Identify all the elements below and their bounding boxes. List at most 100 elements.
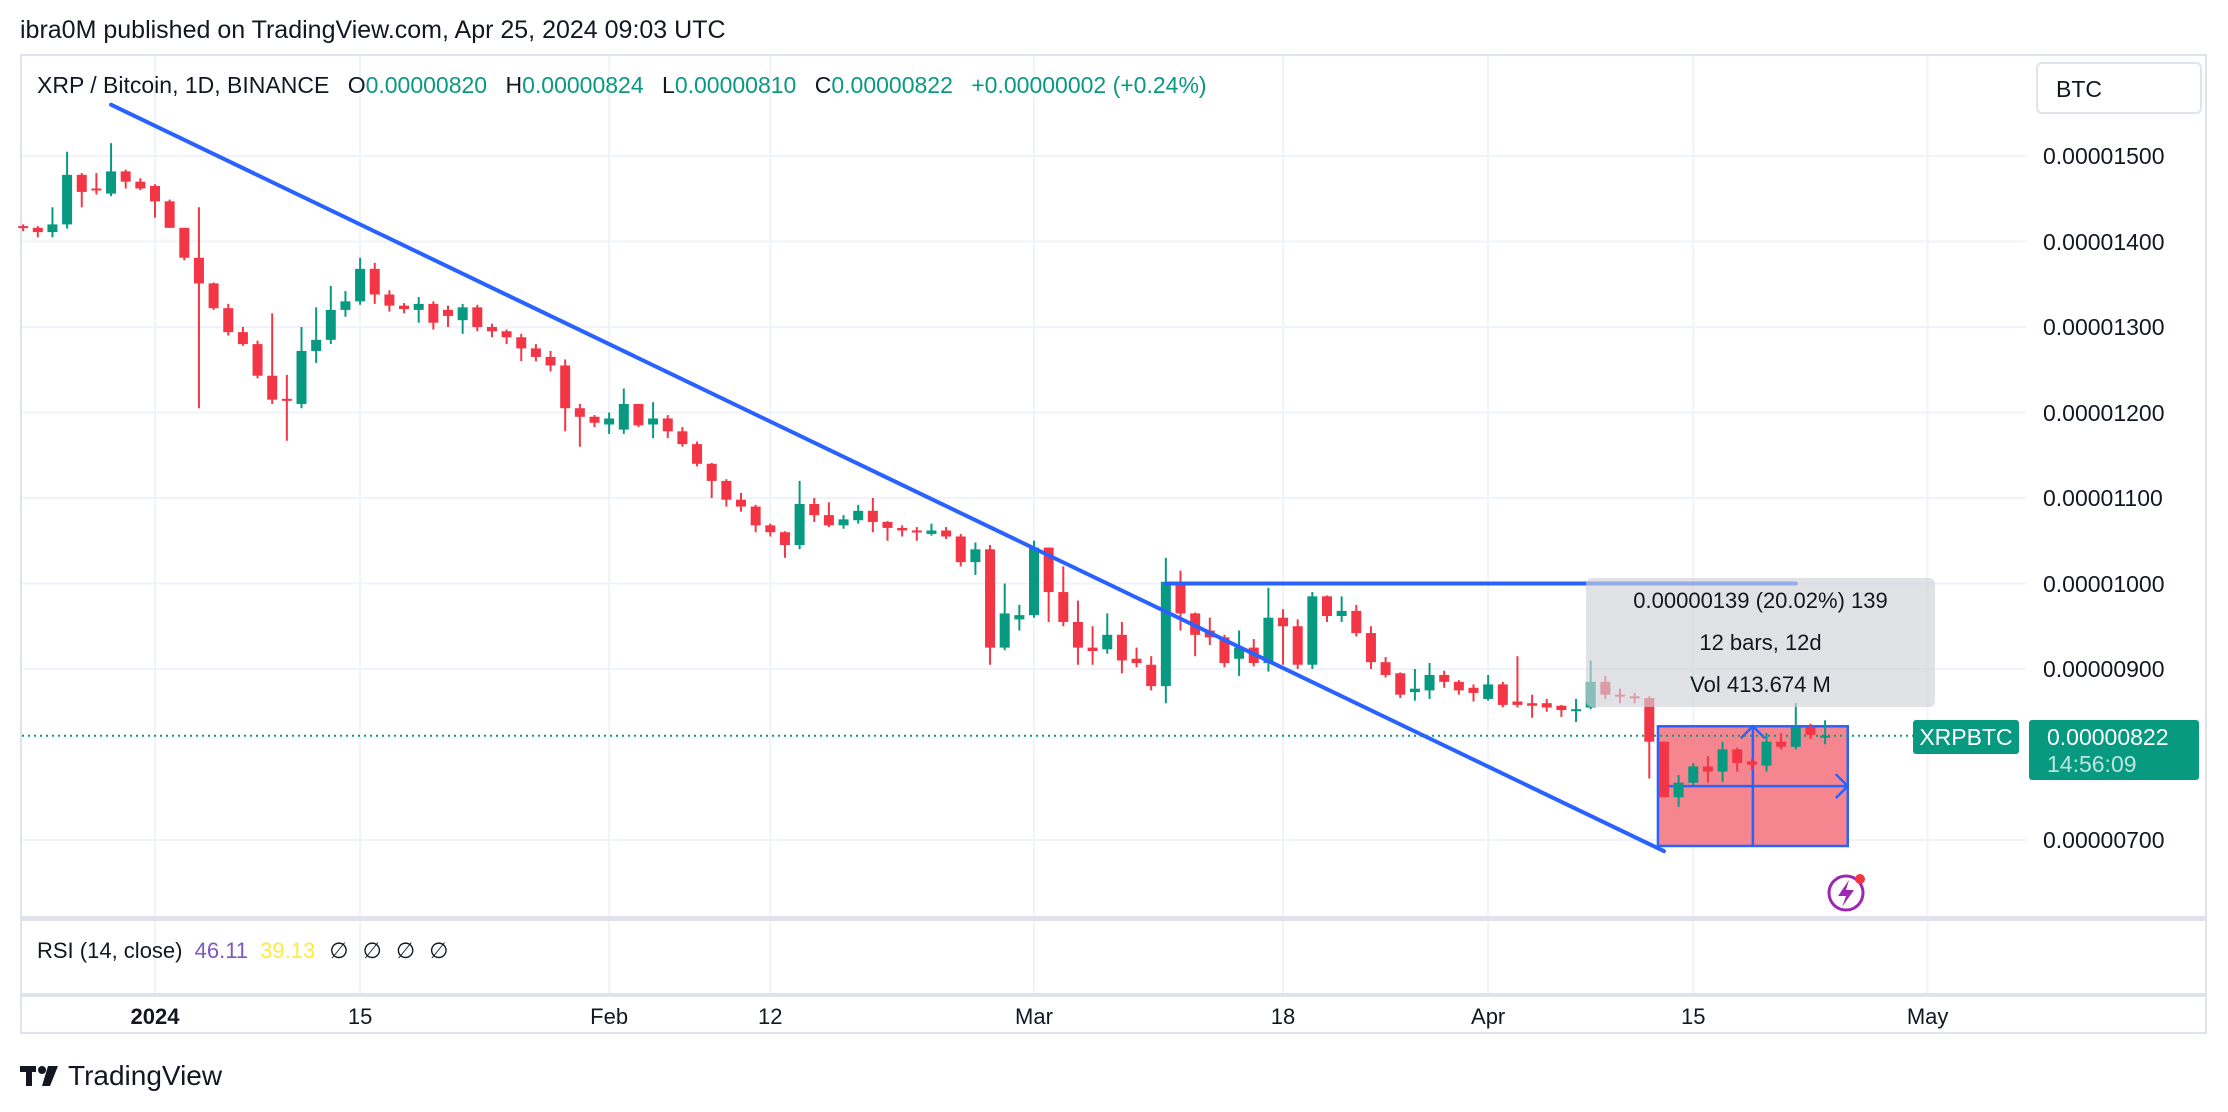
candle-body	[999, 613, 1010, 648]
candle-body	[926, 530, 937, 534]
candle-body	[1160, 581, 1171, 687]
candle-body	[501, 331, 512, 338]
candle-body	[47, 224, 58, 233]
candle-body	[1409, 688, 1420, 693]
price-axis-label: 0.00001500	[2043, 143, 2165, 169]
candle-body	[1805, 727, 1816, 735]
price-axis-label: 0.00001000	[2043, 570, 2165, 597]
candle-body	[662, 418, 673, 432]
candle-body	[1673, 782, 1684, 798]
candle-body	[574, 408, 585, 417]
rsi-value: 46.11	[194, 938, 249, 963]
candle-body	[237, 332, 248, 345]
price-axis-label: 0.00001400	[2043, 228, 2165, 255]
price-axis-label: 0.00000700	[2043, 827, 2165, 853]
candle-body	[1146, 664, 1157, 687]
candle-body	[589, 416, 600, 423]
candle-body	[1761, 741, 1772, 766]
measure-change: 0.00000139 (20.02%) 139	[1633, 588, 1888, 613]
candle-body	[193, 257, 204, 284]
arrow-right-icon	[1834, 773, 1850, 800]
candle-body	[823, 515, 834, 526]
rsi-title: RSI (14, close)	[37, 938, 183, 963]
candle-body	[1439, 674, 1450, 682]
candle-body	[1116, 634, 1127, 661]
high-label: H	[505, 72, 523, 98]
candle-body	[1087, 647, 1098, 652]
candle-body	[384, 294, 395, 306]
time-axis-label: May	[1906, 1004, 1949, 1029]
measure-volume: Vol 413.674 M	[1690, 672, 1831, 697]
candle-body	[1468, 687, 1479, 693]
candle-body	[150, 185, 160, 202]
candle-body	[750, 506, 761, 526]
time-axis-label: 15	[347, 1004, 373, 1029]
candle-body	[1497, 684, 1508, 705]
price-axis-label: 0.00000900	[2043, 656, 2165, 682]
candle-body	[1424, 674, 1435, 691]
candle-body	[721, 480, 732, 500]
candle-body	[867, 510, 878, 522]
candle-body	[1278, 617, 1289, 627]
time-axis-label: Feb	[590, 1004, 629, 1029]
candle-body	[1732, 749, 1743, 764]
candle-body	[311, 339, 322, 351]
candle-body	[1322, 596, 1332, 616]
candle-body	[941, 530, 952, 537]
close-value: 0.00000822	[831, 72, 953, 98]
candle-body	[765, 525, 776, 533]
candle-body	[1072, 621, 1083, 648]
candle-body	[1131, 658, 1142, 664]
candle-body	[1058, 592, 1069, 622]
candle-body	[106, 171, 117, 194]
currency-button[interactable]: BTC	[2036, 62, 2202, 114]
candle-body	[1820, 735, 1831, 738]
candle-body	[970, 549, 981, 563]
candle-body	[179, 227, 190, 258]
chart-frame	[20, 54, 2207, 1034]
candle-body	[1776, 741, 1787, 747]
candle-body	[911, 530, 922, 533]
candle-body	[560, 365, 571, 409]
candle-body	[457, 307, 468, 321]
candle-body	[985, 549, 996, 648]
candle-body	[62, 174, 73, 225]
lightning-icon[interactable]	[1827, 874, 1865, 912]
candle-body	[530, 348, 541, 357]
candle-body	[1219, 637, 1230, 664]
symbol-title[interactable]: XRP / Bitcoin, 1D, BINANCE	[37, 72, 330, 98]
candle-body	[516, 337, 527, 349]
candle-body	[1512, 701, 1523, 705]
candle-body	[545, 356, 556, 366]
candle-body	[18, 226, 29, 229]
candle-body	[1014, 615, 1025, 620]
pane-separator	[22, 916, 2205, 921]
candle-body	[1541, 703, 1552, 708]
rsi-na-3: ∅	[395, 938, 416, 963]
publisher-line: ibra0M published on TradingView.com, Apr…	[20, 16, 726, 44]
rsi-na-1: ∅	[329, 938, 349, 963]
candle-body	[281, 398, 292, 401]
candle-body	[91, 188, 102, 191]
symbol-price-badge: XRPBTC	[1913, 720, 2019, 754]
candle-body	[355, 268, 366, 302]
candle-body	[1688, 766, 1699, 783]
candle-body	[1307, 596, 1318, 665]
candle-body	[1336, 610, 1347, 616]
open-label: O	[347, 72, 366, 98]
rsi-legend[interactable]: RSI (14, close) 46.11 39.13 ∅ ∅ ∅ ∅	[37, 938, 448, 964]
candle-body	[1483, 684, 1494, 699]
candle-body	[340, 301, 351, 310]
measure-info-box: 0.00000139 (20.02%) 139 12 bars, 12d Vol…	[1586, 578, 1935, 707]
tradingview-brand: TradingView	[68, 1060, 223, 1091]
candle-body	[135, 181, 146, 189]
close-label: C	[814, 72, 832, 98]
price-axis-label: 0.00001300	[2043, 314, 2165, 340]
candle-body	[794, 503, 805, 546]
time-axis-label: 18	[1270, 1004, 1296, 1029]
tradingview-logo[interactable]: TradingView	[20, 1060, 222, 1092]
candle-body	[779, 532, 790, 546]
candle-body	[1175, 581, 1186, 614]
high-value: 0.00000824	[522, 72, 644, 98]
time-axis-label: 2024	[130, 1004, 180, 1029]
